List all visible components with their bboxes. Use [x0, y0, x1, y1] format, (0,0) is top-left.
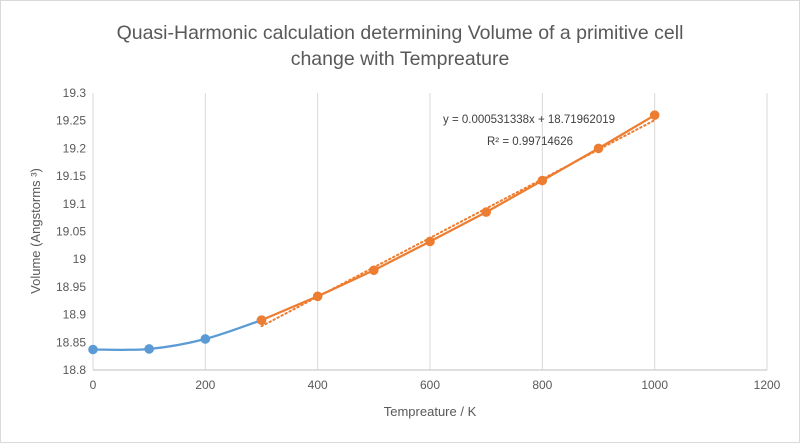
- data-point-series-2: [649, 110, 660, 120]
- x-tick-label: 0: [90, 378, 97, 392]
- data-point-series-1: [144, 344, 154, 354]
- data-point-series-1: [88, 344, 98, 355]
- series-line-1: [92, 319, 262, 351]
- y-tick-label: 18.8: [63, 363, 87, 377]
- chart-title: Quasi-Harmonic calculation determining V…: [0, 20, 800, 72]
- tick-labels: 0 200 400 600 800 1000 1200 18.8 18.85 18.9 18.95 1…: [56, 86, 781, 392]
- y-tick-label: 19.25: [56, 114, 86, 128]
- y-tick-label: 19.2: [63, 141, 87, 155]
- y-tick-label: 18.9: [63, 308, 87, 322]
- data-point-series-2: [312, 291, 323, 302]
- data-point-series-2: [256, 315, 267, 325]
- chart-title-line-2: change with Tempreature: [290, 48, 510, 70]
- y-tick-label: 19.05: [56, 225, 86, 239]
- x-axis-title: Tempreature / K: [384, 404, 477, 419]
- x-tick-label: 1200: [754, 378, 781, 392]
- y-axis-title: Volume (Angstorms ³): [28, 168, 43, 294]
- chart-title-line-1: Quasi-Harmonic calculation determining V…: [116, 22, 684, 44]
- x-tick-label: 600: [420, 378, 440, 392]
- trendline-equation: y = 0.000531338x + 18.71962019: [443, 114, 615, 126]
- data-point-series-2: [425, 236, 435, 247]
- data-point-series-2: [537, 175, 548, 186]
- y-tick-label: 19: [73, 252, 87, 266]
- data-series: [88, 110, 660, 355]
- y-tick-label: 18.85: [56, 335, 86, 349]
- series-line-2: [261, 114, 656, 322]
- y-tick-label: 19.15: [56, 169, 86, 183]
- x-tick-label: 1000: [641, 378, 668, 392]
- y-tick-label: 19.1: [63, 197, 87, 211]
- trendline-r-squared: R² = 0.99714626: [487, 136, 573, 148]
- data-point-series-2: [593, 143, 604, 154]
- x-tick-label: 400: [308, 378, 328, 392]
- data-point-series-2: [481, 207, 491, 217]
- x-tick-label: 200: [195, 378, 215, 392]
- data-point-series-2: [369, 265, 379, 276]
- data-point-series-1: [200, 334, 211, 344]
- y-tick-label: 19.3: [63, 86, 87, 100]
- gridlines: [92, 93, 768, 371]
- y-tick-label: 18.95: [56, 280, 86, 294]
- x-tick-label: 800: [532, 378, 552, 392]
